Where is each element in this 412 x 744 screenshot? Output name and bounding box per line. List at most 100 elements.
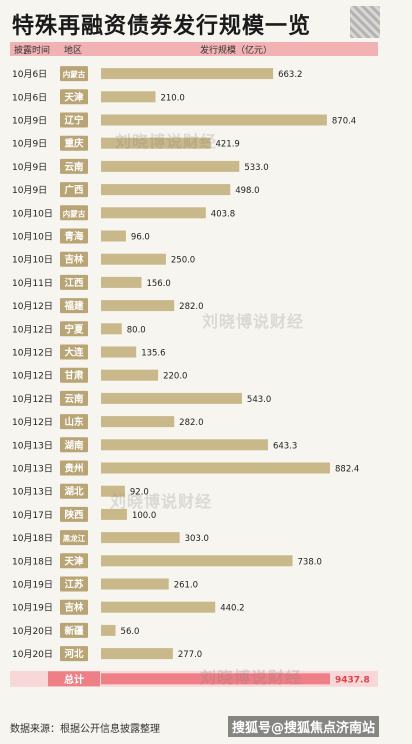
region-label: 内蒙古: [63, 69, 86, 79]
date-label: 10月12日: [12, 417, 53, 428]
value-label: 56.0: [121, 627, 140, 637]
bar: [101, 648, 173, 660]
region-label: 新疆: [64, 625, 84, 637]
date-label: 10月10日: [12, 255, 53, 266]
value-label: 738.0: [298, 557, 322, 567]
region-box: [60, 437, 88, 453]
watermark: 刘晓博说财经: [110, 492, 213, 511]
value-label: 261.0: [174, 581, 198, 591]
region-box: [60, 367, 88, 383]
date-label: 10月9日: [12, 162, 47, 173]
value-label: 498.0: [235, 186, 259, 196]
date-label: 10月18日: [12, 556, 53, 567]
region-label: 广西: [64, 184, 84, 196]
value-label: 533.0: [244, 163, 268, 173]
region-box: [60, 205, 88, 221]
date-label: 10月19日: [12, 580, 53, 591]
region-box: [60, 228, 88, 244]
value-label: 210.0: [160, 93, 184, 103]
value-label: 282.0: [179, 418, 203, 428]
watermark: 刘晓博说财经: [115, 132, 218, 151]
bar: [101, 416, 175, 428]
region-label: 宁夏: [64, 323, 84, 335]
page-title: 特殊再融资债券发行规模一览: [12, 13, 312, 39]
region-label: 陕西: [64, 509, 84, 521]
region-box: [60, 182, 88, 198]
watermark: 刘晓博说财经: [200, 668, 303, 687]
region-label: 吉林: [64, 254, 84, 266]
bar: [101, 323, 122, 335]
bar: [101, 300, 175, 312]
date-label: 10月19日: [12, 603, 53, 614]
date-label: 10月17日: [12, 510, 53, 521]
date-label: 10月13日: [12, 464, 53, 475]
region-box: [60, 251, 88, 267]
region-label: 云南: [64, 161, 84, 173]
qr-code-icon: [350, 6, 380, 38]
date-label: 10月9日: [12, 185, 47, 196]
bar: [101, 392, 242, 404]
region-box: [60, 483, 88, 499]
brand-watermark: 搜狐号@搜狐焦点济南站: [228, 716, 380, 737]
date-label: 10月9日: [12, 116, 47, 127]
region-box: [60, 530, 88, 546]
bar: [101, 91, 156, 103]
bar: [101, 369, 159, 381]
table-header: 披露时间 地区 发行规模（亿元）: [10, 42, 378, 56]
date-label: 10月12日: [12, 371, 53, 382]
region-label: 天津: [64, 91, 84, 103]
region-box: [60, 274, 88, 290]
value-label: 220.0: [163, 372, 187, 382]
region-label: 贵州: [64, 463, 83, 475]
value-label: 80.0: [127, 325, 146, 335]
value-label: 421.9: [215, 140, 239, 150]
date-label: 10月20日: [12, 649, 53, 660]
bar: [101, 253, 166, 265]
region-box: [60, 66, 88, 82]
bar: [101, 160, 240, 172]
region-box: [60, 622, 88, 638]
region-box: [60, 646, 88, 662]
date-label: 10月9日: [12, 139, 47, 150]
watermark: 刘晓博说财经: [202, 312, 305, 331]
region-label: 大连: [64, 347, 84, 359]
region-box: [60, 158, 88, 174]
date-label: 10月11日: [12, 278, 53, 289]
value-label: 96.0: [131, 233, 150, 243]
date-label: 10月12日: [12, 301, 53, 312]
region-box: [60, 506, 88, 522]
date-label: 10月13日: [12, 440, 53, 451]
region-box: [60, 321, 88, 337]
total-label-box: [48, 671, 100, 687]
region-label: 河北: [64, 648, 84, 660]
bar: [101, 601, 216, 613]
region-label: 青海: [64, 231, 84, 243]
region-column-header: 地区: [64, 46, 83, 56]
date-label: 10月20日: [12, 626, 53, 637]
bar: [101, 207, 206, 219]
date-label: 10月12日: [12, 348, 53, 359]
value-label: 663.2: [278, 70, 302, 80]
region-box: [60, 135, 88, 151]
region-label: 内蒙古: [63, 208, 86, 218]
region-label: 山东: [64, 416, 84, 428]
region-label: 黑龙江: [63, 533, 86, 543]
value-label: 92.0: [130, 488, 149, 498]
bar: [101, 624, 116, 636]
value-label: 156.0: [146, 279, 170, 289]
date-label: 10月12日: [12, 394, 53, 405]
region-box: [60, 460, 88, 476]
region-label: 重庆: [64, 138, 84, 150]
date-label: 10月6日: [12, 92, 47, 103]
region-box: [60, 414, 88, 430]
bar: [101, 114, 327, 126]
bar: [101, 439, 268, 451]
region-box: [60, 553, 88, 569]
region-box: [60, 89, 88, 105]
date-label: 10月18日: [12, 533, 53, 544]
date-label: 10月12日: [12, 324, 53, 335]
bar: [101, 532, 180, 544]
region-label: 湖北: [64, 486, 84, 498]
region-box: [60, 390, 88, 406]
